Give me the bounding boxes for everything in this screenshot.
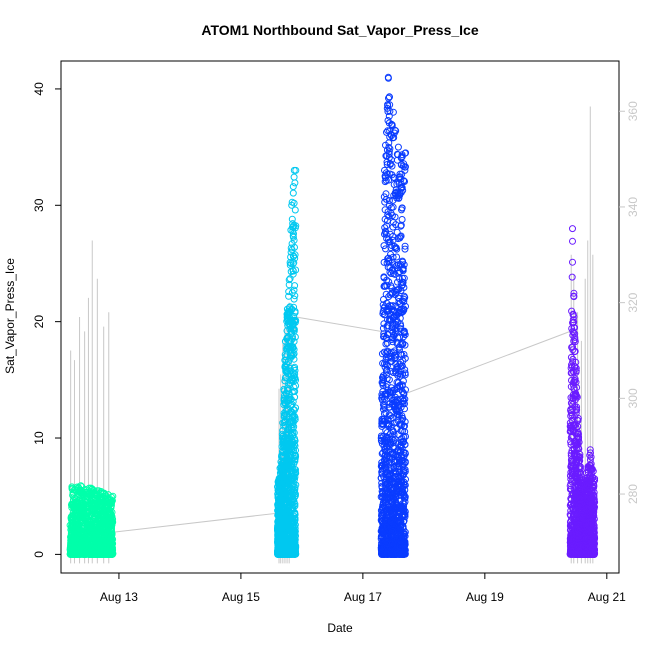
data-point [109, 492, 117, 500]
data-point [286, 275, 294, 283]
data-point [291, 473, 299, 481]
data-point [285, 292, 293, 300]
data-point [290, 222, 298, 229]
plot-box [60, 60, 620, 574]
data-point [93, 526, 101, 534]
series-group [377, 73, 410, 558]
data-point [290, 236, 298, 244]
data-point [79, 488, 86, 496]
data-point [74, 532, 82, 540]
data-point [70, 540, 77, 548]
data-point [66, 521, 74, 529]
data-point [109, 550, 117, 558]
data-point [87, 539, 95, 547]
data-point [86, 522, 94, 530]
data-point [291, 206, 299, 214]
data-point [290, 429, 298, 437]
data-point [71, 503, 79, 511]
data-point [79, 489, 87, 497]
data-point [107, 496, 115, 504]
data-point [90, 500, 98, 508]
data-point [78, 499, 86, 507]
data-point [291, 387, 299, 395]
data-point [288, 198, 296, 206]
data-point [289, 183, 297, 191]
data-point [103, 512, 111, 520]
series-group [66, 482, 117, 558]
data-point [281, 374, 289, 382]
data-point [279, 427, 287, 434]
data-point [290, 295, 298, 303]
data-point [282, 353, 290, 361]
data-point [99, 489, 107, 497]
data-point [76, 516, 84, 524]
data-point [291, 179, 299, 187]
data-point [394, 143, 402, 151]
data-point [97, 488, 105, 495]
data-point [71, 494, 79, 502]
data-point [66, 546, 74, 553]
data-point [103, 530, 110, 538]
data-point [107, 530, 115, 538]
data-point [83, 513, 91, 521]
data-point [398, 216, 406, 223]
data-point [77, 482, 85, 490]
data-point [102, 519, 110, 527]
data-point [101, 539, 109, 547]
data-point [107, 504, 115, 512]
y-axis-label: Sat_Vapor_Press_Ice [3, 258, 17, 374]
data-point [93, 512, 101, 519]
data-point [99, 519, 107, 527]
data-point [291, 282, 299, 290]
data-point [87, 484, 95, 492]
data-point [100, 550, 107, 558]
data-point [103, 535, 110, 543]
data-point [68, 483, 76, 491]
data-point [291, 455, 299, 463]
data-point [95, 497, 103, 505]
data-point [88, 526, 96, 534]
data-point [289, 189, 297, 197]
data-point [67, 533, 75, 541]
data-point [291, 243, 298, 251]
x-axis-label: Date [327, 621, 353, 635]
chart-title: ATOM1 Northbound Sat_Vapor_Press_Ice [201, 22, 478, 38]
connector-line [112, 316, 571, 533]
series-group [274, 166, 300, 558]
data-point [290, 451, 298, 459]
data-point [288, 215, 296, 223]
points-layer [66, 73, 599, 558]
data-point [75, 527, 83, 535]
data-point [107, 513, 115, 521]
data-point [107, 500, 115, 508]
data-point [290, 173, 298, 181]
data-point [96, 525, 103, 533]
data-point [77, 500, 85, 508]
data-point [91, 491, 99, 499]
data-point [284, 386, 291, 394]
data-point [80, 544, 88, 551]
data-point [290, 355, 298, 363]
data-point [72, 495, 80, 503]
right-axis-layer [70, 106, 594, 564]
data-point [288, 223, 296, 231]
data-point [85, 550, 93, 558]
data-point [76, 502, 84, 509]
data-point [77, 549, 85, 557]
